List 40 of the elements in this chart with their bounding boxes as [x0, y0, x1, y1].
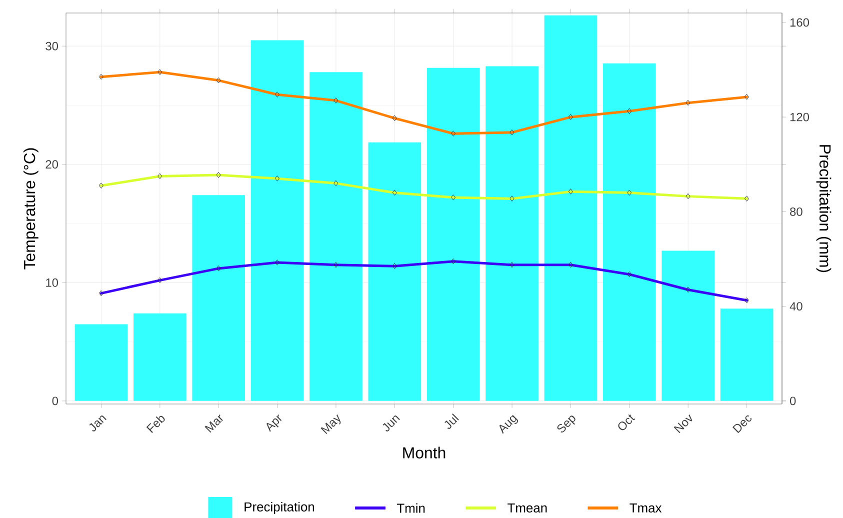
- x-tick-label: Aug: [499, 414, 518, 434]
- x-tick-label: Apr: [266, 414, 282, 432]
- bar: [603, 63, 656, 401]
- bar: [250, 40, 304, 401]
- bar: [368, 142, 422, 401]
- x-tick-label: Jan: [89, 415, 106, 432]
- legend-label: Precipitation: [244, 502, 314, 514]
- bar: [544, 15, 598, 401]
- x-tick-label: Dec: [732, 415, 752, 434]
- bar: [662, 250, 715, 401]
- bar: [310, 72, 362, 401]
- y-tick-label: 10: [46, 278, 58, 287]
- x-tick-label: Mar: [204, 414, 223, 433]
- bar: [486, 66, 538, 401]
- legend-label: Tmean: [508, 503, 547, 513]
- bar: [426, 68, 480, 401]
- y2-tick-label: 160: [790, 18, 810, 27]
- y-tick-label: 0: [52, 396, 58, 406]
- legend-label: Tmax: [630, 503, 662, 513]
- x-tick-label: Sep: [557, 416, 576, 433]
- y2-tick-label: 120: [790, 112, 810, 122]
- x-axis-title: Month: [403, 446, 446, 458]
- x-tick-label: Feb: [146, 416, 165, 433]
- y-axis-title: Temperature (°C): [23, 148, 38, 270]
- y2-tick-label: 80: [790, 207, 802, 216]
- bar: [133, 313, 186, 401]
- y2-tick-label: 40: [790, 302, 802, 311]
- x-tick-label: May: [320, 414, 341, 434]
- x-tick-label: Jun: [382, 415, 400, 432]
- bar: [74, 324, 128, 401]
- legend-label: Tmin: [396, 503, 425, 513]
- y2-axis-title: Precipitation (mm): [816, 145, 832, 272]
- x-tick-label: Jul: [444, 414, 459, 429]
- bar: [192, 195, 246, 401]
- bar: [720, 308, 774, 401]
- y-tick-label: 20: [46, 160, 58, 169]
- y2-tick-label: 0: [790, 396, 796, 406]
- x-tick-label: Oct: [618, 414, 636, 430]
- x-tick-label: Nov: [674, 414, 692, 434]
- y-tick-label: 30: [46, 42, 58, 50]
